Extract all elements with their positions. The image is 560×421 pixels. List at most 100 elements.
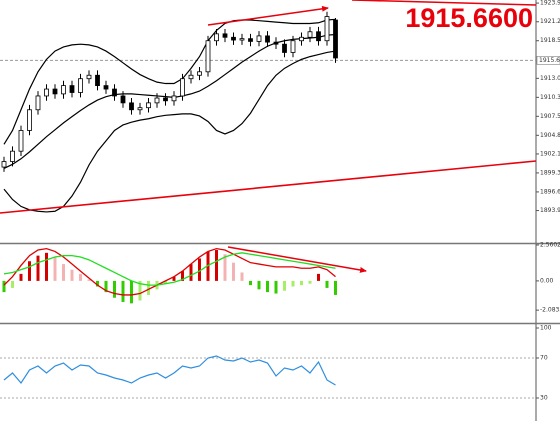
divergence-arrow [227, 246, 367, 273]
macd-bar [11, 280, 14, 288]
macd-bar [87, 279, 91, 281]
y-tick-label: -2.0833 [540, 307, 560, 314]
candle-body [137, 107, 143, 111]
macd-bar [232, 262, 235, 281]
candle-body [129, 102, 134, 111]
y-tick-label: 1896.60 [540, 188, 560, 195]
macd-bar [36, 255, 40, 281]
trend-line [351, 0, 537, 6]
candle-body [35, 95, 41, 111]
candle-body [52, 88, 58, 95]
macd-bar [317, 273, 320, 281]
candle-body [214, 33, 219, 42]
candle-body [188, 74, 194, 80]
macd-bar [79, 273, 82, 281]
band-upper [3, 18, 336, 145]
macd-bar [291, 280, 295, 287]
macd-bar [2, 280, 6, 293]
candle-body [171, 95, 177, 102]
y-tick-label: 100 [540, 325, 552, 332]
y-tick-label: 1923.95 [540, 0, 560, 7]
macd-bar [121, 280, 125, 302]
macd-line [3, 252, 336, 286]
price-callout: 1915.6600 [405, 3, 533, 33]
candle-body [95, 74, 100, 87]
macd-bar [257, 280, 261, 290]
macd-bar [189, 264, 193, 281]
candle-body [256, 35, 262, 42]
candle-body [18, 130, 24, 152]
candle-body [248, 38, 253, 42]
y-tick-label: 1913.05 [540, 75, 560, 82]
macd-bar [334, 280, 337, 295]
macd-bar [283, 280, 286, 291]
y-tick-label: 30 [540, 395, 548, 402]
macd-bar [96, 280, 99, 287]
candle-body [333, 19, 338, 59]
macd-bar [45, 252, 48, 281]
macd-line [3, 247, 336, 296]
rsi-line [3, 355, 336, 386]
macd-bar [28, 261, 31, 281]
candle-body [10, 150, 15, 162]
candle-body [163, 97, 168, 102]
candle-body [27, 109, 32, 131]
candle-body [1, 161, 7, 168]
candle-body [316, 31, 321, 42]
candle-body [146, 102, 151, 109]
macd-bar [266, 280, 269, 293]
last-price-box [536, 56, 560, 65]
y-tick-label: 0.00 [540, 277, 554, 284]
macd-bar [62, 264, 65, 281]
candle-body [44, 88, 49, 97]
macd-bar [181, 271, 184, 281]
y-tick-label: 1907.55 [540, 113, 560, 120]
y-tick-label: 1902.10 [540, 150, 560, 157]
macd-bar [19, 273, 23, 281]
candle-body [324, 16, 330, 42]
last-price-label: 1915.66 [539, 57, 560, 64]
candle-body [197, 71, 202, 76]
candle-body [86, 74, 92, 80]
candle-body [265, 35, 270, 43]
candle-body [103, 85, 109, 90]
candle-body [282, 43, 287, 53]
candle-body [205, 40, 211, 73]
macd-bar [70, 269, 74, 281]
candle-body [154, 97, 160, 104]
macd-bar [325, 280, 329, 288]
divergence-arrow [207, 5, 329, 26]
macd-bar [147, 280, 150, 295]
macd-bar [240, 272, 244, 281]
candle-body [239, 38, 245, 41]
plot-area: 1923.95 1921.25 1918.50 1913.05 1910.30 1907.… [0, 0, 560, 402]
y-tick-label: 1921.25 [540, 18, 560, 25]
macd-bar [308, 280, 312, 284]
macd-bar [53, 257, 57, 281]
y-tick-label: 1910.30 [540, 94, 560, 101]
candle-body [307, 31, 313, 38]
candle-body [273, 41, 279, 45]
candle-body [120, 95, 126, 104]
y-tick-label: 70 [540, 355, 548, 362]
macd-bar [215, 250, 218, 281]
candle-body [222, 33, 228, 38]
y-tick-label: 2.5602 [540, 241, 560, 248]
macd-bar [104, 280, 108, 293]
macd-bar [164, 280, 167, 284]
macd-bar [113, 280, 116, 298]
y-tick-label: 1918.50 [540, 37, 560, 44]
macd-bar [249, 280, 252, 286]
candle-body [290, 40, 296, 53]
candle-body [61, 85, 66, 95]
candle-body [299, 36, 304, 42]
candle-body [231, 36, 236, 41]
macd-bar [138, 280, 142, 301]
macd-bar [300, 280, 303, 286]
macd-bar [172, 276, 176, 281]
band-lower [3, 50, 336, 213]
y-tick-label: 1904.80 [540, 132, 560, 139]
trend-line [0, 160, 537, 214]
y-tick-label: 1893.90 [540, 207, 560, 214]
